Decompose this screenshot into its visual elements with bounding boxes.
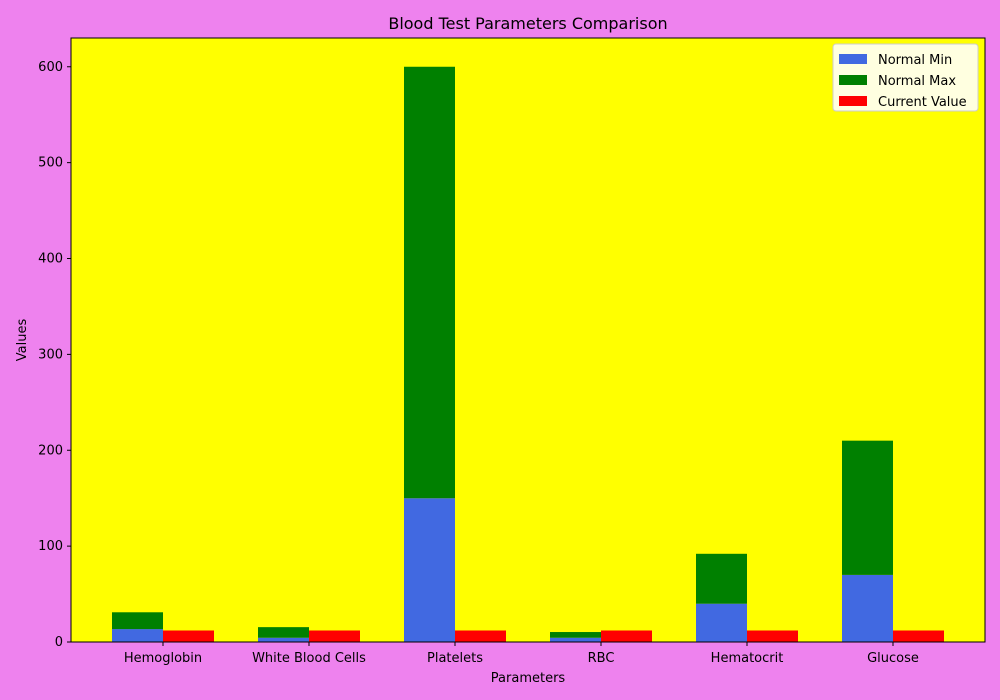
bar-normal-min bbox=[258, 637, 309, 642]
y-tick-label: 0 bbox=[55, 635, 63, 650]
y-tick-label: 300 bbox=[38, 347, 63, 362]
bar-current-value bbox=[601, 630, 652, 642]
bar-current-value bbox=[163, 630, 214, 642]
bar-normal-max bbox=[258, 627, 309, 638]
legend-label: Normal Min bbox=[878, 53, 952, 68]
bar-current-value bbox=[893, 630, 944, 642]
x-tick-label: Glucose bbox=[867, 651, 919, 666]
legend-swatch bbox=[839, 96, 867, 106]
bar-normal-max bbox=[696, 553, 747, 604]
bar-normal-min bbox=[842, 574, 893, 642]
x-tick-label: White Blood Cells bbox=[252, 651, 366, 666]
y-tick-label: 400 bbox=[38, 252, 63, 267]
legend-label: Current Value bbox=[878, 95, 967, 110]
bar-normal-min bbox=[550, 637, 601, 642]
bar-normal-min bbox=[696, 603, 747, 642]
bar-current-value bbox=[747, 630, 798, 642]
plot-area bbox=[71, 38, 985, 642]
x-tick-label: Hemoglobin bbox=[124, 651, 202, 666]
x-tick-label: RBC bbox=[588, 651, 615, 666]
bar-normal-max bbox=[550, 632, 601, 638]
legend-box bbox=[832, 43, 979, 112]
y-tick-label: 200 bbox=[38, 443, 63, 458]
x-tick-label: Platelets bbox=[427, 651, 483, 666]
y-axis: 0 100 200 300 400 500 600 bbox=[38, 60, 71, 650]
bar-normal-max bbox=[842, 440, 893, 575]
legend-label: Normal Max bbox=[878, 74, 956, 89]
legend-swatch bbox=[839, 75, 867, 85]
bar-normal-max bbox=[404, 66, 455, 499]
y-tick-label: 600 bbox=[38, 60, 63, 75]
bar-normal-max bbox=[112, 612, 163, 630]
x-tick-label: Hematocrit bbox=[711, 651, 784, 666]
y-axis-label: Values bbox=[15, 319, 30, 362]
bar-normal-min bbox=[112, 629, 163, 642]
plot-frame bbox=[70, 37, 986, 643]
bar-normal-min bbox=[404, 498, 455, 642]
y-tick-label: 500 bbox=[38, 156, 63, 171]
bar-current-value bbox=[309, 630, 360, 642]
y-tick-label: 100 bbox=[38, 539, 63, 554]
legend: Normal Min Normal Max Current Value bbox=[832, 43, 979, 112]
chart-title: Blood Test Parameters Comparison bbox=[388, 14, 667, 33]
x-axis: Hemoglobin White Blood Cells Platelets RBC H… bbox=[124, 642, 919, 666]
x-axis-label: Parameters bbox=[491, 671, 566, 686]
bar-current-value bbox=[455, 630, 506, 642]
bars-group bbox=[112, 66, 944, 642]
legend-swatch bbox=[839, 54, 867, 64]
